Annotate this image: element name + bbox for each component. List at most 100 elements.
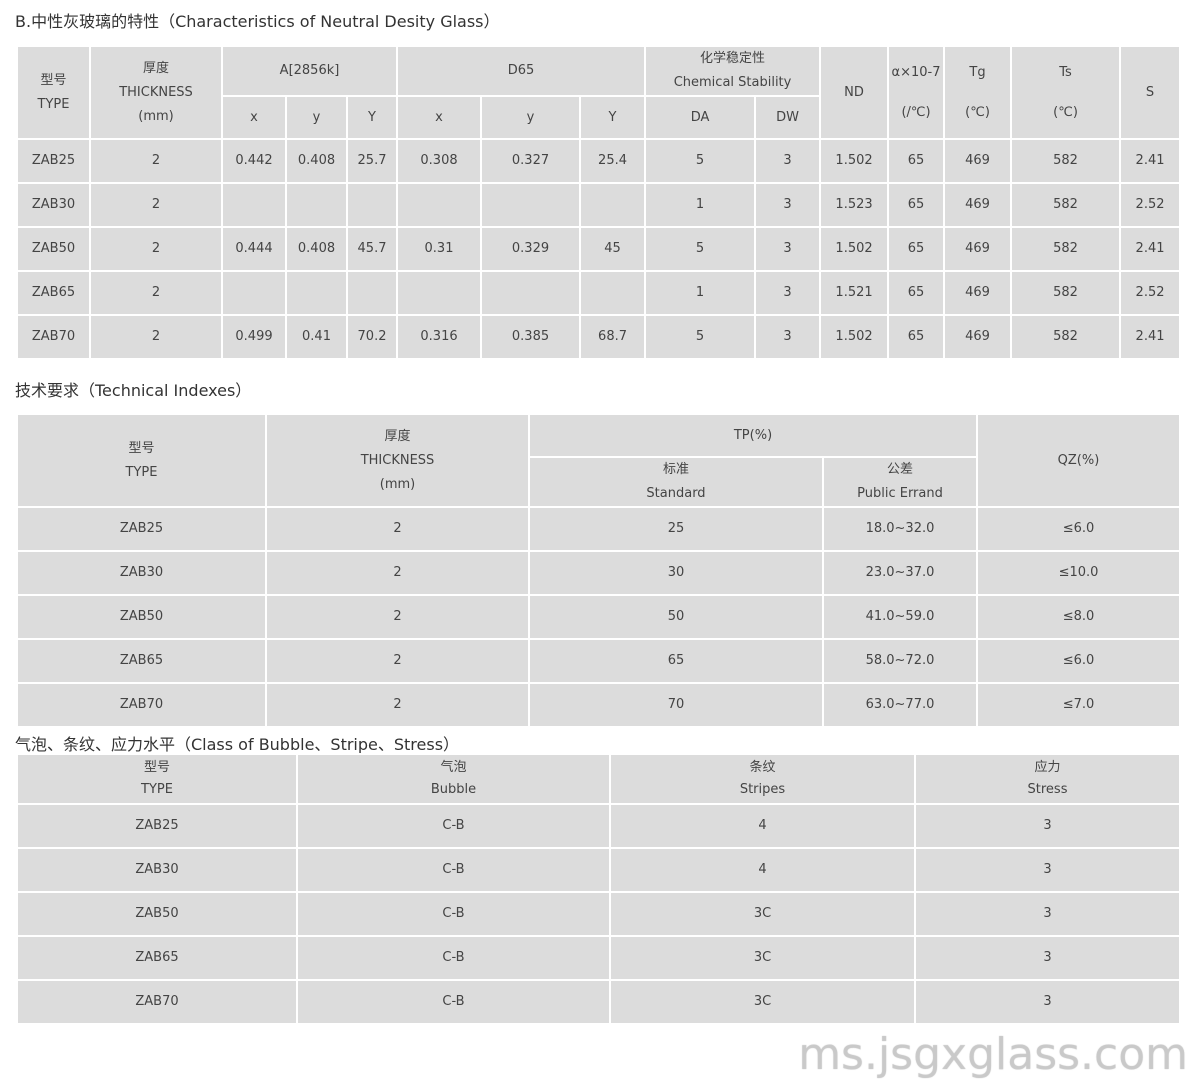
table-cell: 65 xyxy=(887,138,946,184)
table-cell: 3 xyxy=(754,226,822,272)
table-cell: 2 xyxy=(89,138,223,184)
table-cell: 2.52 xyxy=(1119,270,1182,316)
table-cell: 469 xyxy=(943,270,1013,316)
table-cell: 469 xyxy=(943,182,1013,228)
table-cell: 2 xyxy=(89,182,223,228)
table-cell: ZAB70 xyxy=(16,979,298,1025)
table-row: ZAB30 2 30 23.0~37.0 ≤10.0 xyxy=(16,550,1181,596)
table-cell: 68.7 xyxy=(579,314,647,360)
subheader-cell: Y xyxy=(345,95,399,140)
header-nd: ND xyxy=(819,45,890,140)
table-cell: 3 xyxy=(754,138,822,184)
subheader-cell: x xyxy=(221,95,287,140)
header-public-errand: 公差 Public Errand xyxy=(822,456,978,508)
table-cell: ZAB70 xyxy=(16,682,267,728)
table-cell: C-B xyxy=(296,935,611,981)
table-cell: 2.41 xyxy=(1119,226,1182,272)
table-row: ZAB70 C-B 3C 3 xyxy=(16,979,1181,1025)
table-cell: 18.0~32.0 xyxy=(822,506,978,552)
table-cell: 582 xyxy=(1010,270,1122,316)
table-cell: C-B xyxy=(296,979,611,1025)
table-cell: ZAB50 xyxy=(16,226,91,272)
table-cell: 2 xyxy=(89,226,223,272)
table-cell: 2 xyxy=(265,550,530,596)
table-cell: 469 xyxy=(943,314,1013,360)
table-row: ZAB70 2 0.499 0.41 70.2 0.316 0.385 68.7 5 3 1.502… xyxy=(16,314,1182,360)
table-cell: 582 xyxy=(1010,314,1122,360)
header-a2856k: A[2856k] xyxy=(220,45,399,97)
table-cell: 2 xyxy=(265,638,530,684)
table-cell: 65 xyxy=(887,314,946,360)
table-cell: ZAB25 xyxy=(16,138,91,184)
table-row: ZAB65 C-B 3C 3 xyxy=(16,935,1181,981)
table-cell: C-B xyxy=(296,891,611,937)
table-cell: 65 xyxy=(887,226,946,272)
table-cell: 0.327 xyxy=(480,138,582,184)
table-cell xyxy=(480,182,582,228)
subheader-cell: Y xyxy=(579,95,647,140)
table-cell: 3 xyxy=(754,182,822,228)
table-cell: 30 xyxy=(528,550,824,596)
table-cell xyxy=(285,270,348,316)
table-cell: 5 xyxy=(644,138,757,184)
table-cell: ZAB30 xyxy=(16,182,91,228)
table-cell: 3 xyxy=(914,935,1181,981)
table-cell: 0.444 xyxy=(221,226,287,272)
table-cell: 2.41 xyxy=(1119,138,1182,184)
table-cell: 45.7 xyxy=(345,226,399,272)
header-tp: TP(%) xyxy=(528,413,978,458)
table-cell xyxy=(285,182,348,228)
table-cell: 3C xyxy=(609,979,916,1025)
table-cell: 58.0~72.0 xyxy=(822,638,978,684)
table-cell: 1.523 xyxy=(819,182,890,228)
characteristics-table: 型号 TYPE 厚度 THICKNESS (mm) A[2856k] D65 化… xyxy=(16,45,1182,360)
table-cell: 0.316 xyxy=(396,314,483,360)
table-cell: 1 xyxy=(644,270,757,316)
table-cell: C-B xyxy=(296,847,611,893)
header-type: 型号 TYPE xyxy=(16,45,91,140)
table-cell: ZAB65 xyxy=(16,270,91,316)
table-cell: 2 xyxy=(265,682,530,728)
table-cell xyxy=(345,270,399,316)
table-cell: 5 xyxy=(644,314,757,360)
table-cell: ZAB25 xyxy=(16,803,298,849)
header-thickness: 厚度 THICKNESS (mm) xyxy=(265,413,530,508)
table-cell xyxy=(221,270,287,316)
table-row: ZAB65 2 1 3 1.521 65 469 582 2.52 xyxy=(16,270,1182,316)
table-cell: ZAB50 xyxy=(16,891,298,937)
table-cell: 65 xyxy=(528,638,824,684)
table-cell: 25 xyxy=(528,506,824,552)
technical-indexes-table: 型号 TYPE 厚度 THICKNESS (mm) TP(%) QZ(%) 标准… xyxy=(16,413,1181,728)
table-cell: 0.499 xyxy=(221,314,287,360)
header-s: S xyxy=(1119,45,1182,140)
table-cell: 5 xyxy=(644,226,757,272)
table-cell: 469 xyxy=(943,226,1013,272)
table-cell: 3 xyxy=(914,891,1181,937)
header-standard: 标准 Standard xyxy=(528,456,824,508)
table-cell: 25.4 xyxy=(579,138,647,184)
table-cell: 1.502 xyxy=(819,314,890,360)
table-row: ZAB30 2 1 3 1.523 65 469 582 2.52 xyxy=(16,182,1182,228)
header-cell: 应力 Stress xyxy=(914,753,1181,805)
subheader-cell: y xyxy=(285,95,348,140)
section3-title: 气泡、条纹、应力水平（Class of Bubble、Stripe、Stress… xyxy=(15,735,460,754)
table-cell: 1.521 xyxy=(819,270,890,316)
table-cell: 1.502 xyxy=(819,226,890,272)
table-cell: 50 xyxy=(528,594,824,640)
table-cell: ≤7.0 xyxy=(976,682,1181,728)
table-cell: ZAB65 xyxy=(16,935,298,981)
header-tg: Tg (℃) xyxy=(943,45,1013,140)
table-row: ZAB25 C-B 4 3 xyxy=(16,803,1181,849)
table-row: ZAB50 2 50 41.0~59.0 ≤8.0 xyxy=(16,594,1181,640)
table-cell xyxy=(396,182,483,228)
table-cell: 65 xyxy=(887,182,946,228)
subheader-cell: y xyxy=(480,95,582,140)
table-cell xyxy=(345,182,399,228)
table-cell: 3C xyxy=(609,935,916,981)
table-cell xyxy=(480,270,582,316)
table-cell: 0.308 xyxy=(396,138,483,184)
subheader-cell: x xyxy=(396,95,483,140)
table-cell: 469 xyxy=(943,138,1013,184)
table-row: ZAB25 2 25 18.0~32.0 ≤6.0 xyxy=(16,506,1181,552)
table-cell: 0.41 xyxy=(285,314,348,360)
